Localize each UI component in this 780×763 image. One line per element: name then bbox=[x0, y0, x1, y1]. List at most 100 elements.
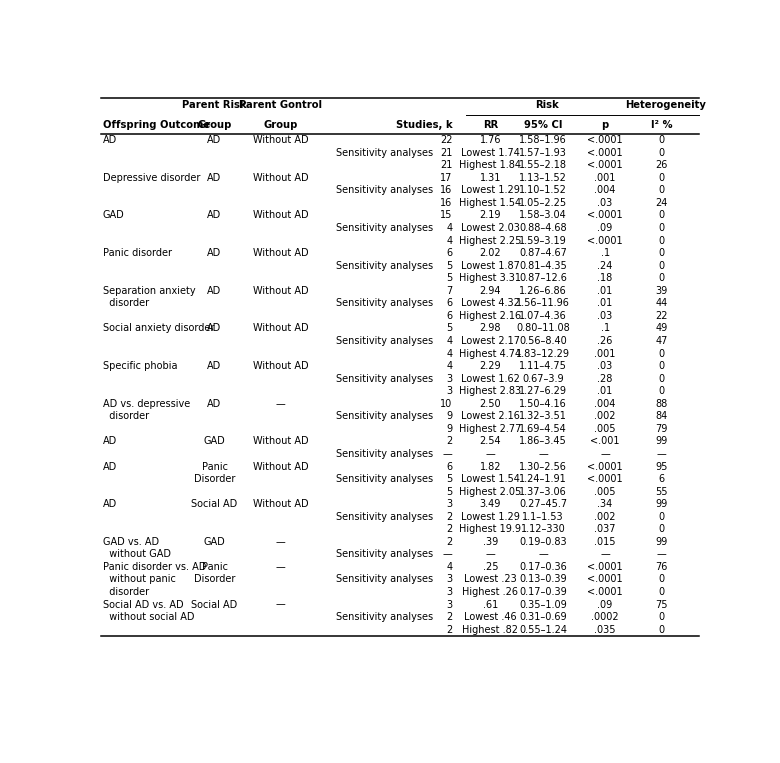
Text: without GAD: without GAD bbox=[103, 549, 171, 559]
Text: .1: .1 bbox=[601, 248, 610, 258]
Text: 88: 88 bbox=[655, 399, 668, 409]
Text: Without AD: Without AD bbox=[253, 462, 308, 472]
Text: 0.67–3.9: 0.67–3.9 bbox=[523, 374, 564, 384]
Text: GAD vs. AD: GAD vs. AD bbox=[103, 537, 159, 547]
Text: Offspring Outcome: Offspring Outcome bbox=[103, 120, 210, 130]
Text: <.0001: <.0001 bbox=[587, 575, 623, 584]
Text: AD: AD bbox=[207, 324, 222, 333]
Text: disorder: disorder bbox=[103, 587, 149, 597]
Text: Highest 2.83: Highest 2.83 bbox=[459, 386, 522, 396]
Text: .015: .015 bbox=[594, 537, 616, 547]
Text: AD: AD bbox=[103, 436, 117, 446]
Text: 0: 0 bbox=[658, 236, 665, 246]
Text: AD: AD bbox=[207, 135, 222, 145]
Text: I² %: I² % bbox=[651, 120, 672, 130]
Text: AD: AD bbox=[207, 173, 222, 183]
Text: 1.07–4.36: 1.07–4.36 bbox=[519, 311, 567, 321]
Text: Lowest 1.29: Lowest 1.29 bbox=[461, 185, 519, 195]
Text: 0: 0 bbox=[658, 512, 665, 522]
Text: 4: 4 bbox=[446, 562, 452, 572]
Text: 3: 3 bbox=[446, 600, 452, 610]
Text: Sensitivity analyses: Sensitivity analyses bbox=[336, 336, 434, 346]
Text: .1: .1 bbox=[601, 324, 610, 333]
Text: Sensitivity analyses: Sensitivity analyses bbox=[336, 261, 434, 271]
Text: 0.19–0.83: 0.19–0.83 bbox=[519, 537, 567, 547]
Text: 1.56–11.96: 1.56–11.96 bbox=[516, 298, 570, 308]
Text: 16: 16 bbox=[440, 198, 452, 208]
Text: 39: 39 bbox=[655, 286, 668, 296]
Text: <.0001: <.0001 bbox=[587, 211, 623, 221]
Text: Social AD vs. AD: Social AD vs. AD bbox=[103, 600, 183, 610]
Text: Sensitivity analyses: Sensitivity analyses bbox=[336, 512, 434, 522]
Text: 2: 2 bbox=[446, 524, 452, 534]
Text: <.0001: <.0001 bbox=[587, 160, 623, 170]
Text: —: — bbox=[538, 449, 548, 459]
Text: .01: .01 bbox=[597, 298, 613, 308]
Text: Disorder: Disorder bbox=[194, 575, 236, 584]
Text: <.0001: <.0001 bbox=[587, 562, 623, 572]
Text: .03: .03 bbox=[597, 361, 613, 371]
Text: Highest 1.54: Highest 1.54 bbox=[459, 198, 522, 208]
Text: 84: 84 bbox=[655, 411, 668, 421]
Text: Lowest 2.17: Lowest 2.17 bbox=[461, 336, 520, 346]
Text: .004: .004 bbox=[594, 399, 616, 409]
Text: 1.11–4.75: 1.11–4.75 bbox=[519, 361, 567, 371]
Text: 3: 3 bbox=[446, 386, 452, 396]
Text: 4: 4 bbox=[446, 349, 452, 359]
Text: 1.37–3.06: 1.37–3.06 bbox=[519, 487, 567, 497]
Text: .09: .09 bbox=[597, 223, 613, 233]
Text: 0: 0 bbox=[658, 248, 665, 258]
Text: 76: 76 bbox=[655, 562, 668, 572]
Text: Highest 2.05: Highest 2.05 bbox=[459, 487, 522, 497]
Text: 1.59–3.19: 1.59–3.19 bbox=[519, 236, 567, 246]
Text: 0.87–4.67: 0.87–4.67 bbox=[519, 248, 567, 258]
Text: Risk: Risk bbox=[535, 101, 559, 111]
Text: 2.94: 2.94 bbox=[480, 286, 502, 296]
Text: 0.56–8.40: 0.56–8.40 bbox=[519, 336, 567, 346]
Text: 9: 9 bbox=[446, 424, 452, 434]
Text: 0: 0 bbox=[658, 148, 665, 158]
Text: RR: RR bbox=[483, 120, 498, 130]
Text: 4: 4 bbox=[446, 361, 452, 371]
Text: 2: 2 bbox=[446, 537, 452, 547]
Text: Without AD: Without AD bbox=[253, 211, 308, 221]
Text: 1.76: 1.76 bbox=[480, 135, 502, 145]
Text: 1.69–4.54: 1.69–4.54 bbox=[519, 424, 567, 434]
Text: <.0001: <.0001 bbox=[587, 148, 623, 158]
Text: Lowest .23: Lowest .23 bbox=[464, 575, 517, 584]
Text: .39: .39 bbox=[483, 537, 498, 547]
Text: 0: 0 bbox=[658, 374, 665, 384]
Text: 0: 0 bbox=[658, 524, 665, 534]
Text: 16: 16 bbox=[440, 185, 452, 195]
Text: 2.02: 2.02 bbox=[480, 248, 502, 258]
Text: 2.54: 2.54 bbox=[480, 436, 502, 446]
Text: 0: 0 bbox=[658, 173, 665, 183]
Text: —: — bbox=[275, 537, 285, 547]
Text: <.0001: <.0001 bbox=[587, 474, 623, 484]
Text: Lowest 1.29: Lowest 1.29 bbox=[461, 512, 519, 522]
Text: —: — bbox=[275, 562, 285, 572]
Text: Panic disorder: Panic disorder bbox=[103, 248, 172, 258]
Text: disorder: disorder bbox=[103, 411, 149, 421]
Text: —: — bbox=[601, 549, 610, 559]
Text: 0: 0 bbox=[658, 273, 665, 283]
Text: without social AD: without social AD bbox=[103, 612, 194, 622]
Text: 0: 0 bbox=[658, 349, 665, 359]
Text: 1.86–3.45: 1.86–3.45 bbox=[519, 436, 567, 446]
Text: Social AD: Social AD bbox=[191, 499, 238, 509]
Text: .005: .005 bbox=[594, 487, 616, 497]
Text: .09: .09 bbox=[597, 600, 613, 610]
Text: Sensitivity analyses: Sensitivity analyses bbox=[336, 474, 434, 484]
Text: Sensitivity analyses: Sensitivity analyses bbox=[336, 148, 434, 158]
Text: AD: AD bbox=[207, 248, 222, 258]
Text: AD: AD bbox=[207, 286, 222, 296]
Text: 6: 6 bbox=[446, 462, 452, 472]
Text: AD: AD bbox=[207, 361, 222, 371]
Text: 5: 5 bbox=[446, 261, 452, 271]
Text: 5: 5 bbox=[446, 273, 452, 283]
Text: 2.98: 2.98 bbox=[480, 324, 502, 333]
Text: 1.55–2.18: 1.55–2.18 bbox=[519, 160, 567, 170]
Text: 2.50: 2.50 bbox=[480, 399, 502, 409]
Text: —: — bbox=[443, 449, 452, 459]
Text: 4: 4 bbox=[446, 223, 452, 233]
